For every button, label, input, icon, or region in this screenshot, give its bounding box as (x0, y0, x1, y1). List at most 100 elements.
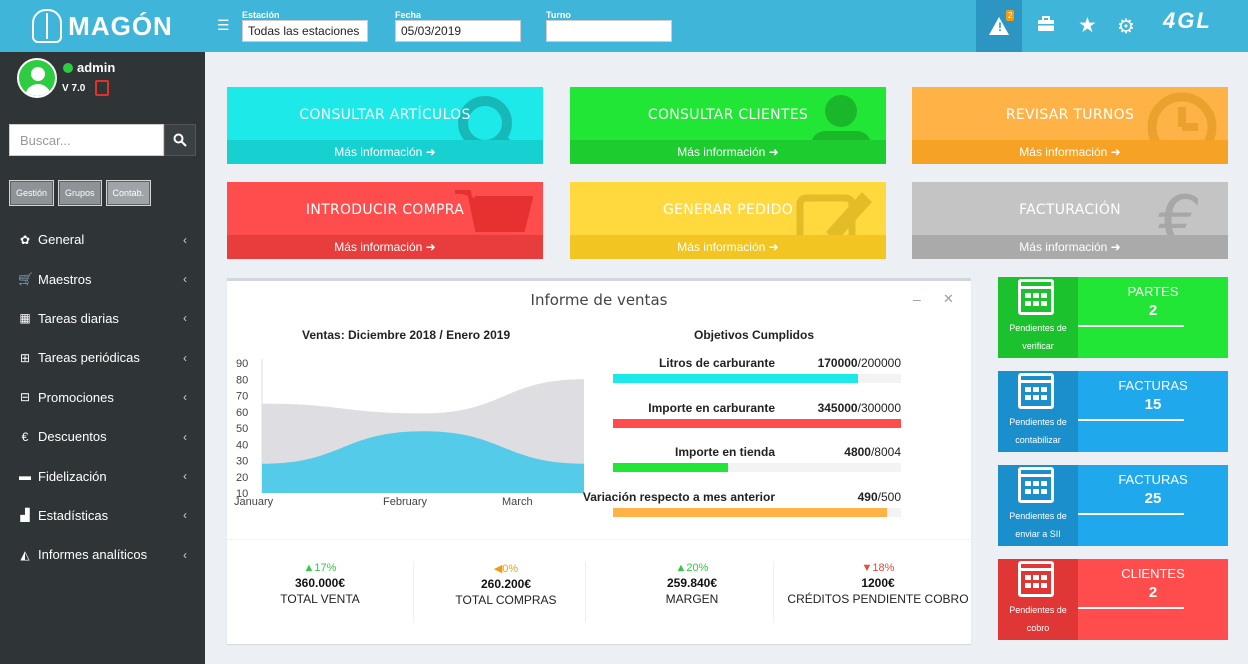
sidebar-item-fidelizacion[interactable]: ▬ Fidelización ‹ (0, 456, 205, 495)
more-info-link[interactable]: Más información ➜ (912, 235, 1228, 259)
star-icon[interactable]: ★ (1078, 14, 1097, 37)
helmet-icon (32, 9, 63, 43)
station-select[interactable]: Todas las estaciones (242, 20, 368, 42)
sidebar-item-tareas-diarias[interactable]: ▦ Tareas diarias ‹ (0, 299, 205, 338)
area-chart-icon: ◭ (20, 547, 30, 562)
kpi-creditos: ▼18% 1200€ CRÉDITOS PENDIENTE COBRO (785, 562, 971, 606)
divider (1078, 513, 1184, 515)
sidebar-item-descuentos[interactable]: € Descuentos ‹ (0, 417, 205, 456)
online-status-icon (63, 63, 73, 73)
avatar[interactable] (17, 58, 57, 98)
sidebar-item-label: Maestros (38, 271, 92, 287)
sidebar-item-general[interactable]: ✿ General ‹ (0, 220, 205, 259)
pending-count: 15 (1144, 396, 1162, 413)
sidebar: MAGÓN admin V 7.0 Gestión Grupos Contab.… (0, 0, 205, 664)
pending-icon-area: Pendientes de enviar a SII (998, 465, 1078, 546)
chevron-left-icon: ‹ (183, 272, 187, 287)
y-tick-label: 30 (236, 456, 248, 468)
briefcase-icon[interactable] (1037, 16, 1055, 37)
chevron-left-icon: ‹ (183, 469, 187, 484)
progress-fill (613, 463, 729, 472)
gear-icon: ✿ (19, 232, 31, 247)
search-button[interactable] (164, 124, 196, 156)
kpi-amount: 259.840€ (666, 576, 718, 590)
app-version: V 7.0 (62, 83, 86, 94)
logout-icon[interactable] (95, 80, 109, 96)
pending-facturas-contabilizar[interactable]: Pendientes de contabilizar FACTURAS 15 (998, 371, 1228, 452)
y-tick-label: 60 (236, 407, 248, 419)
kpi-amount: 1200€ (861, 576, 895, 590)
warning-icon (989, 17, 1009, 35)
objectives-title: Objetivos Cumplidos (694, 328, 815, 342)
y-tick-label: 10 (236, 488, 248, 500)
objective-row: Importe en tienda 4800/8004 (613, 445, 901, 472)
sidebar-item-tareas-periodicas[interactable]: ⊞ Tareas periódicas ‹ (0, 338, 205, 377)
pending-partes[interactable]: Pendientes de verificar PARTES 2 (998, 277, 1228, 358)
brand-name: MAGÓN (68, 10, 173, 41)
divider (1078, 325, 1184, 327)
pending-facturas-sii[interactable]: Pendientes de enviar a SII FACTURAS 25 (998, 465, 1228, 546)
objective-target: /500 (877, 490, 901, 504)
alerts-badge: 2 (1006, 10, 1015, 21)
calendar-icon (1018, 279, 1054, 315)
pending-count: 2 (1148, 302, 1158, 319)
y-tick-label: 20 (236, 472, 248, 484)
progress-track (613, 508, 901, 517)
more-info-link[interactable]: Más información ➜ (227, 235, 543, 259)
tile-generar-pedido[interactable]: GENERAR PEDIDO Más información ➜ (570, 182, 886, 259)
tab-contab[interactable]: Contab. (105, 180, 152, 206)
close-icon[interactable]: ✕ (943, 291, 954, 306)
tile-facturacion[interactable]: € FACTURACIÓN Más información ➜ (912, 182, 1228, 259)
sales-report-panel: Informe de ventas – ✕ Ventas: Diciembre … (227, 278, 971, 644)
sidebar-item-label: Tareas periódicas (38, 350, 140, 366)
chevron-left-icon: ‹ (183, 311, 187, 326)
objective-value: 490 (857, 490, 878, 504)
more-info-link[interactable]: Más información ➜ (570, 140, 886, 164)
pending-caption: Pendientes de cobro (1009, 605, 1067, 633)
menu-toggle-icon[interactable]: ☰ (217, 17, 230, 33)
chart-title: Ventas: Diciembre 2018 / Enero 2019 (302, 328, 511, 342)
objective-value: 345000 (817, 401, 858, 415)
tab-gestion[interactable]: Gestión (9, 180, 55, 206)
x-tick-label: February (383, 496, 428, 508)
shift-select[interactable] (546, 20, 672, 42)
date-input[interactable]: 05/03/2019 (395, 20, 521, 42)
y-tick-label: 90 (236, 358, 248, 370)
tile-introducir-compra[interactable]: INTRODUCIR COMPRA Más información ➜ (227, 182, 543, 259)
kpi-name: TOTAL VENTA (280, 592, 360, 606)
pending-icon-area: Pendientes de contabilizar (998, 371, 1078, 452)
sidebar-item-informes-analiticos[interactable]: ◭ Informes analíticos ‹ (0, 535, 205, 574)
pending-title: CLIENTES (1121, 566, 1185, 581)
sidebar-item-maestros[interactable]: 🛒 Maestros ‹ (0, 259, 205, 298)
tile-revisar-turnos[interactable]: REVISAR TURNOS Más información ➜ (912, 87, 1228, 164)
tile-consultar-clientes[interactable]: CONSULTAR CLIENTES Más información ➜ (570, 87, 886, 164)
more-info-link[interactable]: Más información ➜ (570, 235, 886, 259)
kpi-total-venta: ▲17% 360.000€ TOTAL VENTA (227, 562, 413, 606)
alerts-button[interactable]: ! 2 (976, 0, 1022, 52)
objective-value: 170000 (817, 356, 858, 370)
calendar-icon (1018, 467, 1054, 503)
sidebar-item-promociones[interactable]: ⊟ Promociones ‹ (0, 378, 205, 417)
tile-title: GENERAR PEDIDO (662, 202, 794, 218)
chevron-left-icon: ‹ (183, 508, 187, 523)
objective-label: Variación respecto a mes anterior (582, 490, 775, 504)
sidebar-item-estadisticas[interactable]: ▟ Estadísticas ‹ (0, 496, 205, 535)
pending-clientes[interactable]: Pendientes de cobro CLIENTES 2 (998, 559, 1228, 640)
pending-title: FACTURAS (1118, 378, 1188, 393)
kpi-change: ▼18% (861, 562, 895, 574)
tile-consultar-articulos[interactable]: CONSULTAR ARTÍCULOS Más información ➜ (227, 87, 543, 164)
more-info-link[interactable]: Más información ➜ (227, 140, 543, 164)
minimize-icon[interactable]: – (913, 291, 921, 307)
more-info-link[interactable]: Más información ➜ (912, 140, 1228, 164)
sidebar-item-label: Informes analíticos (38, 547, 148, 563)
tile-title: CONSULTAR CLIENTES (647, 107, 809, 123)
brand-logo[interactable]: MAGÓN (0, 0, 205, 52)
pending-icon-area: Pendientes de cobro (998, 559, 1078, 640)
pending-count: 2 (1148, 584, 1158, 601)
settings-icon[interactable]: ⚙ (1117, 16, 1135, 38)
sidebar-item-label: Tareas diarias (38, 310, 119, 326)
tab-grupos[interactable]: Grupos (58, 180, 102, 206)
search-input[interactable] (9, 124, 164, 156)
chevron-left-icon: ‹ (183, 547, 187, 562)
y-tick-label: 50 (236, 423, 248, 435)
